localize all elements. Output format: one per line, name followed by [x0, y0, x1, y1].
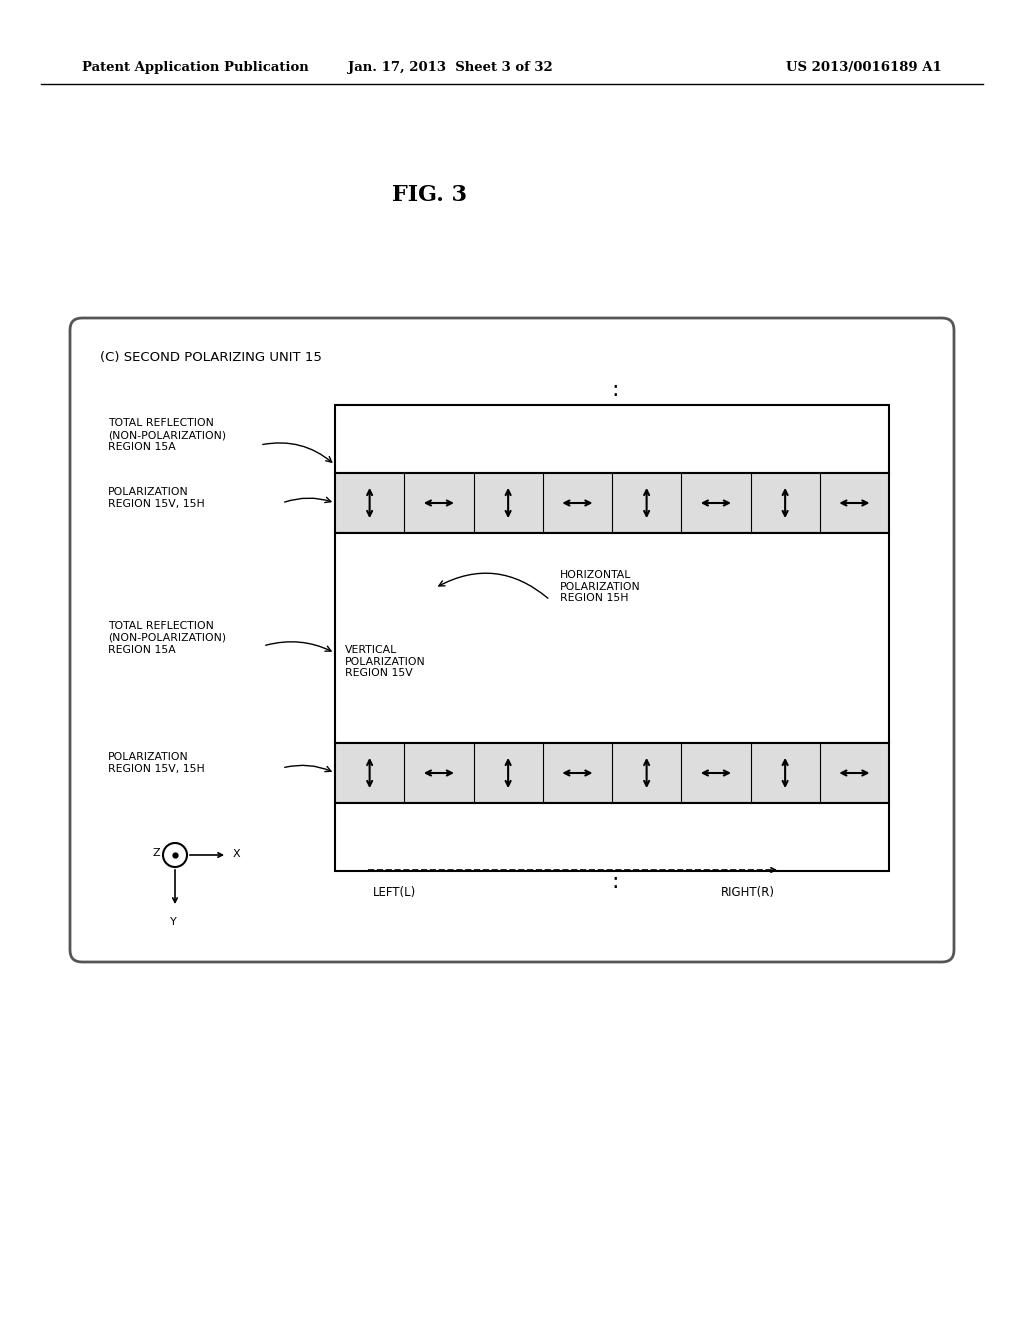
- Text: Y: Y: [170, 917, 176, 927]
- Bar: [335, 803, 889, 871]
- Text: :: :: [611, 380, 618, 400]
- Text: US 2013/0016189 A1: US 2013/0016189 A1: [786, 62, 942, 74]
- Text: POLARIZATION
REGION 15V, 15H: POLARIZATION REGION 15V, 15H: [108, 752, 205, 774]
- Text: TOTAL REFLECTION
(NON-POLARIZATION)
REGION 15A: TOTAL REFLECTION (NON-POLARIZATION) REGI…: [108, 418, 226, 451]
- FancyBboxPatch shape: [70, 318, 954, 962]
- Text: Z: Z: [153, 847, 160, 858]
- Bar: [335, 473, 889, 533]
- Bar: [335, 405, 889, 473]
- Text: TOTAL REFLECTION
(NON-POLARIZATION)
REGION 15A: TOTAL REFLECTION (NON-POLARIZATION) REGI…: [108, 622, 226, 655]
- Text: Jan. 17, 2013  Sheet 3 of 32: Jan. 17, 2013 Sheet 3 of 32: [347, 62, 552, 74]
- Text: HORIZONTAL
POLARIZATION
REGION 15H: HORIZONTAL POLARIZATION REGION 15H: [560, 570, 641, 603]
- Bar: [335, 743, 889, 803]
- Text: LEFT(L): LEFT(L): [373, 886, 416, 899]
- Text: :: :: [611, 873, 618, 892]
- Text: (C) SECOND POLARIZING UNIT 15: (C) SECOND POLARIZING UNIT 15: [100, 351, 322, 364]
- Bar: [335, 533, 889, 743]
- Text: FIG. 3: FIG. 3: [392, 183, 468, 206]
- Text: RIGHT(R): RIGHT(R): [721, 886, 775, 899]
- Text: VERTICAL
POLARIZATION
REGION 15V: VERTICAL POLARIZATION REGION 15V: [345, 645, 426, 678]
- Text: Patent Application Publication: Patent Application Publication: [82, 62, 309, 74]
- Text: X: X: [233, 849, 241, 859]
- Text: POLARIZATION
REGION 15V, 15H: POLARIZATION REGION 15V, 15H: [108, 487, 205, 508]
